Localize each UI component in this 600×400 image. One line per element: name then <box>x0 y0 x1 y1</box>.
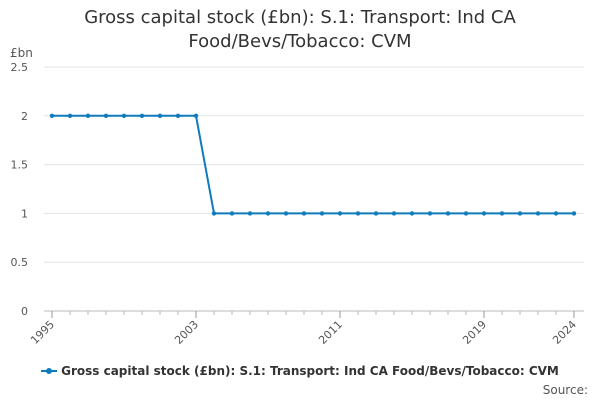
data-point <box>409 211 415 216</box>
data-point <box>535 211 541 216</box>
data-point <box>553 211 559 216</box>
legend: Gross capital stock (£bn): S.1: Transpor… <box>0 364 600 378</box>
data-point <box>427 211 433 216</box>
data-point <box>247 211 253 216</box>
x-tick-label: 2019 <box>460 318 489 347</box>
data-point <box>67 113 73 119</box>
data-point <box>499 211 505 216</box>
gridlines <box>44 66 584 263</box>
data-point <box>355 211 361 216</box>
source-label: Source: <box>542 383 588 397</box>
x-tick-label: 2011 <box>316 318 345 347</box>
series-layer <box>49 113 577 216</box>
chart-title: Gross capital stock (£bn): S.1: Transpor… <box>84 7 516 52</box>
y-tick-label: 1 <box>21 207 28 220</box>
x-tick-label: 1995 <box>28 318 57 347</box>
data-point <box>373 211 379 216</box>
legend-label: Gross capital stock (£bn): S.1: Transpor… <box>61 364 559 378</box>
data-point <box>103 113 109 119</box>
y-tick-label: 0.5 <box>11 256 29 269</box>
series-line <box>52 114 574 215</box>
data-point <box>391 211 397 216</box>
data-point <box>211 211 217 216</box>
y-axis-label: £bn <box>10 46 33 60</box>
data-point <box>571 211 577 216</box>
x-tick-label: 2024 <box>550 318 579 347</box>
data-point <box>337 211 343 216</box>
data-point <box>229 211 235 216</box>
y-tick-label: 2.5 <box>11 61 29 74</box>
data-point <box>481 211 487 216</box>
data-point <box>319 211 325 216</box>
x-tick-label: 2003 <box>172 318 201 347</box>
data-point <box>193 113 199 119</box>
data-point <box>301 211 307 216</box>
data-point <box>175 113 181 119</box>
data-point <box>121 113 127 119</box>
y-tick-label: 0 <box>21 305 28 318</box>
data-point <box>265 211 271 216</box>
data-point <box>283 211 289 216</box>
data-point <box>445 211 451 216</box>
legend-swatch <box>41 367 58 374</box>
y-tick-label: 2 <box>21 110 28 123</box>
data-point <box>157 113 163 119</box>
data-point <box>49 113 55 119</box>
data-point <box>85 113 91 119</box>
data-point <box>463 211 469 216</box>
data-point <box>517 211 523 216</box>
y-tick-label: 1.5 <box>11 159 29 172</box>
data-point <box>139 113 145 119</box>
axes: 0 0.5 1 1.5 2 2.5£bn 1995 2003 2011 2019 2024 <box>10 46 584 347</box>
